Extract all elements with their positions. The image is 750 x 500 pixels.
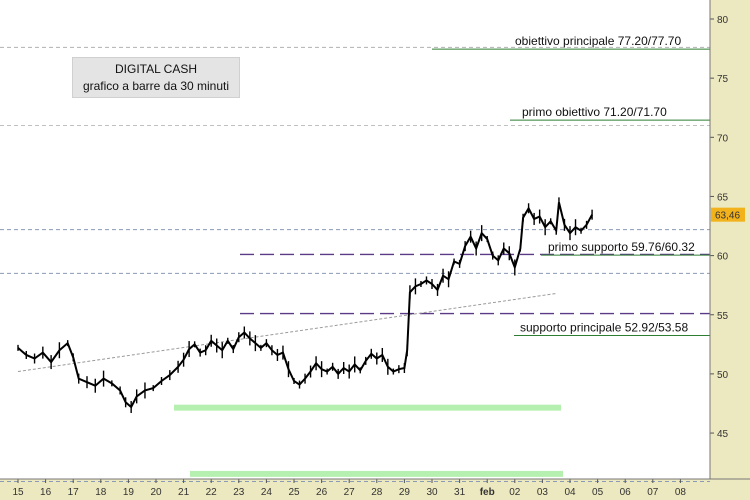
annotation-label-2: primo supporto 59.76/60.32 [548,240,695,254]
x-tick-label-12: 27 [344,487,356,498]
chart-title-box: DIGITAL CASH grafico a barre da 30 minut… [72,57,240,98]
annotation-label-3: supporto principale 52.92/53.58 [520,320,688,334]
y-tick-label-4: 65 [717,192,729,203]
x-tick-label-1: 16 [40,487,52,498]
y-tick-label-6: 75 [717,74,729,85]
x-tick-label-11: 26 [316,487,328,498]
y-tick-label-0: 45 [717,429,729,440]
x-tick-label-24: 08 [675,487,687,498]
y-tick-label-3: 60 [717,252,729,263]
x-axis-panel [0,479,750,500]
x-tick-label-21: 05 [592,487,604,498]
x-tick-label-7: 22 [206,487,218,498]
y-tick-label-1: 50 [717,370,729,381]
x-tick-label-3: 18 [95,487,107,498]
chart-title: DIGITAL CASH [114,62,197,76]
x-tick-label-14: 29 [399,487,411,498]
x-tick-label-19: 03 [537,487,549,498]
annotation-label-0: obiettivo principale 77.20/77.70 [515,34,681,48]
y-tick-label-7: 80 [717,15,729,26]
trendline [17,292,557,373]
x-tick-label-0: 15 [12,487,24,498]
x-tick-label-13: 28 [371,487,383,498]
x-tick-label-8: 23 [233,487,245,498]
x-tick-label-10: 25 [288,487,300,498]
x-tick-label-23: 07 [647,487,659,498]
last-price-label: 63,46 [715,211,740,222]
x-tick-label-16: 31 [454,487,466,498]
x-tick-label-2: 17 [68,487,80,498]
green-band-1 [190,470,563,477]
chart-subtitle: grafico a barre da 30 minuti [82,79,230,93]
y-tick-label-5: 70 [717,133,729,144]
x-tick-label-15: 30 [426,487,438,498]
x-tick-label-20: 04 [564,487,576,498]
green-band-0 [174,404,561,411]
x-tick-label-4: 19 [123,487,135,498]
x-tick-label-6: 21 [178,487,190,498]
last-price-badge [711,207,745,222]
x-tick-label-9: 24 [261,487,273,498]
x-tick-label-22: 06 [620,487,632,498]
annotation-label-1: primo obiettivo 71.20/71.70 [522,105,667,119]
x-tick-label-18: 02 [509,487,521,498]
y-axis-panel [710,0,750,500]
y-tick-label-2: 55 [717,311,729,322]
x-tick-label-17: feb [480,487,495,498]
x-tick-label-5: 20 [150,487,162,498]
